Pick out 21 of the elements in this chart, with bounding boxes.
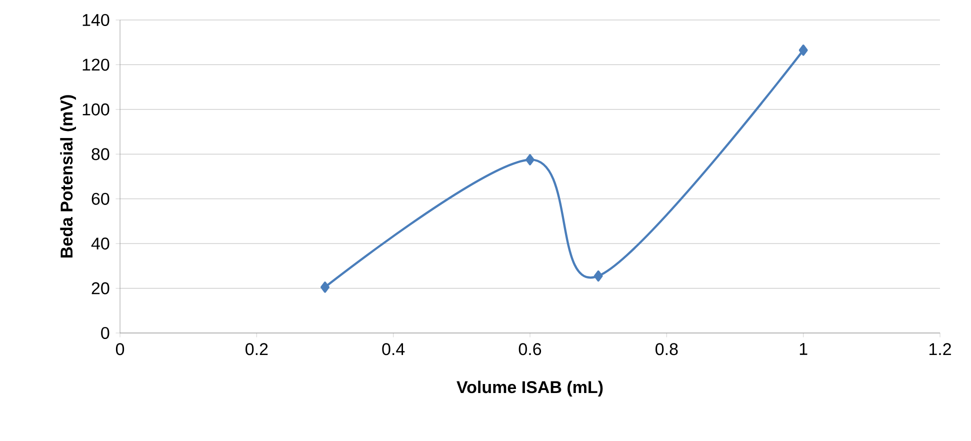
y-tick-label: 100 <box>82 103 110 116</box>
y-tick-label: 60 <box>92 192 110 205</box>
x-tick-label: 1.2 <box>929 343 951 355</box>
x-tick-label: 0.2 <box>246 343 268 356</box>
y-tick-label: 80 <box>92 148 110 160</box>
y-tick-label: 0 <box>101 326 110 340</box>
point <box>526 154 534 166</box>
x-tick-label: 1 <box>800 343 808 355</box>
x-tick-label: 0.8 <box>656 343 678 356</box>
y-tick-label: 120 <box>82 58 110 71</box>
x-axis-title: Volume ISAB (mL) <box>456 380 603 397</box>
y-axis-title: Beda Potensial (mV) <box>60 95 76 258</box>
x-tick-label: 0.6 <box>518 343 542 356</box>
point <box>320 282 330 293</box>
point <box>594 270 603 282</box>
point <box>798 44 808 56</box>
y-tick-label: 20 <box>92 282 110 294</box>
y-tick-label: 40 <box>91 238 110 250</box>
x-tick-label: 0 <box>116 343 124 356</box>
y-tick-label: 140 <box>82 14 110 26</box>
x-tick-label: 0.4 <box>382 343 405 356</box>
